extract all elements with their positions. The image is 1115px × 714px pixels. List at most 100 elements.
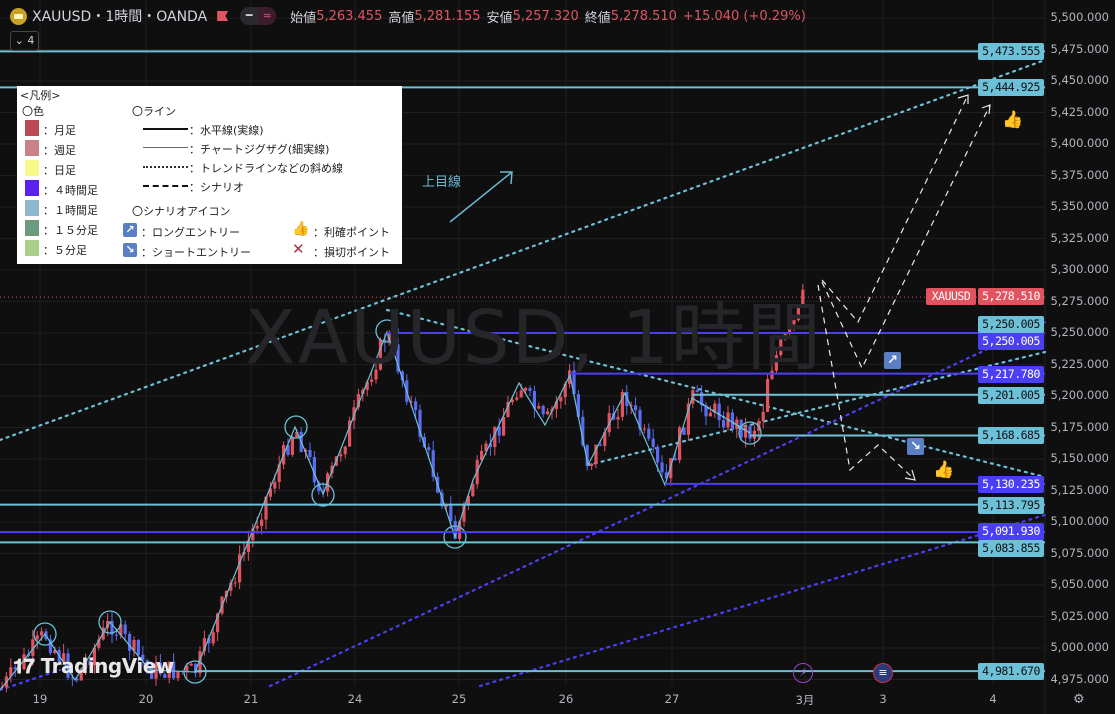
candle-body bbox=[202, 638, 206, 652]
upper-trendline bbox=[0, 58, 1047, 442]
candle-body bbox=[92, 647, 96, 666]
legend-color-swatch bbox=[25, 200, 39, 216]
candle-body bbox=[722, 420, 726, 428]
symbol-price-label: XAUUSD bbox=[926, 288, 976, 306]
candle-body bbox=[273, 482, 277, 489]
level-price-tag: 5,217.780 bbox=[978, 366, 1044, 383]
candle-body bbox=[788, 324, 792, 334]
candle-body bbox=[524, 388, 528, 391]
tradingview-logo-icon: 𝟏𝟕 bbox=[13, 654, 41, 678]
candle-body bbox=[590, 463, 594, 467]
candle-body bbox=[141, 654, 145, 661]
up-arrow-head-icon bbox=[500, 171, 513, 185]
price-axis-label: 5,475.000 bbox=[1050, 41, 1109, 56]
price-axis-label: 5,425.000 bbox=[1050, 104, 1109, 119]
candle-body bbox=[700, 392, 704, 406]
candle-body bbox=[189, 663, 193, 666]
candle-body bbox=[647, 428, 651, 439]
thumbs-up-icon[interactable]: 👍 bbox=[1002, 110, 1024, 130]
minus-icon[interactable]: ━ bbox=[245, 9, 253, 22]
time-axis-label: 21 bbox=[243, 692, 259, 706]
candle-body bbox=[581, 416, 585, 446]
candle-body bbox=[735, 419, 739, 429]
candle-body bbox=[563, 383, 567, 398]
candle-body bbox=[62, 653, 66, 662]
candle-body bbox=[396, 344, 400, 372]
us-flag-event-icon[interactable]: ≡ bbox=[873, 663, 893, 683]
legend-color-label: ：４時間足 bbox=[43, 184, 98, 197]
long-entry-icon[interactable]: ↗ bbox=[884, 352, 901, 369]
level-price-tag: 5,091.930 bbox=[978, 523, 1044, 540]
candle-body bbox=[717, 403, 721, 421]
indicators-toggle[interactable]: ⌄ 4 bbox=[10, 31, 39, 51]
candle-body bbox=[497, 426, 501, 436]
candle-body bbox=[519, 390, 523, 398]
candle-body bbox=[123, 624, 127, 634]
candle-body bbox=[163, 673, 167, 678]
gold-symbol-icon bbox=[10, 7, 27, 25]
legend-color-label: ：週足 bbox=[43, 144, 76, 157]
symbol-title[interactable]: XAUUSD・1時間・OANDA bbox=[32, 9, 208, 25]
flag-icon[interactable] bbox=[217, 11, 229, 21]
time-axis-label: 27 bbox=[664, 692, 680, 706]
candle-body bbox=[136, 639, 140, 655]
candle-body bbox=[207, 638, 211, 644]
scenario-path bbox=[821, 104, 991, 370]
settings-gear-icon[interactable]: ⚙ bbox=[1073, 692, 1085, 707]
candle-body bbox=[400, 371, 404, 381]
zigzag-line bbox=[0, 330, 751, 691]
candle-body bbox=[9, 667, 13, 677]
candle-body bbox=[35, 635, 39, 640]
candle-body bbox=[251, 528, 255, 541]
candle-body bbox=[22, 654, 26, 670]
level-price-tag: 5,113.795 bbox=[978, 497, 1044, 514]
candle-body bbox=[770, 370, 774, 379]
price-axis-label: 5,125.000 bbox=[1050, 482, 1109, 497]
price-axis-label: 4,975.000 bbox=[1050, 671, 1109, 686]
candle-body bbox=[233, 582, 237, 584]
tradingview-wordmark: TradingView bbox=[40, 654, 175, 678]
short-entry-icon: ↘ bbox=[123, 243, 137, 257]
tradingview-logo[interactable]: 𝟏𝟕 TradingView bbox=[13, 654, 174, 678]
candle-body bbox=[651, 438, 655, 447]
open-value: 5,263.455 bbox=[316, 8, 383, 24]
time-axis-label: 19 bbox=[32, 692, 48, 706]
candle-body bbox=[427, 447, 431, 451]
indicator-pill[interactable]: ━ ≈ bbox=[240, 7, 277, 25]
candle-body bbox=[796, 304, 800, 321]
candle-body bbox=[185, 665, 189, 672]
price-axis-label: 5,275.000 bbox=[1050, 293, 1109, 308]
candle-body bbox=[528, 388, 532, 392]
legend-color-swatch bbox=[25, 240, 39, 256]
open-label: 始値 bbox=[290, 10, 317, 26]
candle-body bbox=[515, 397, 519, 400]
candle-body bbox=[260, 519, 264, 526]
legend-line-label: ：トレンドラインなどの斜め線 bbox=[189, 162, 343, 175]
candle-body bbox=[576, 394, 580, 417]
lightning-event-icon[interactable]: ⚡ bbox=[793, 663, 813, 683]
x-icon: ✕ bbox=[292, 240, 305, 258]
candle-body bbox=[128, 633, 132, 651]
symbol-watermark: XAUUSD, 1時間 bbox=[245, 295, 823, 381]
thumbs-up-icon[interactable]: 👍 bbox=[933, 460, 955, 480]
candle-body bbox=[110, 620, 114, 635]
candle-body bbox=[53, 650, 57, 653]
candle-body bbox=[229, 582, 233, 591]
time-axis-label: 4 bbox=[989, 692, 997, 706]
candle-body bbox=[691, 390, 695, 404]
lower-purple-trendline bbox=[478, 513, 1047, 688]
candle-body bbox=[471, 484, 475, 497]
legend-color-label: ：月足 bbox=[43, 124, 76, 137]
legend-line-sample bbox=[143, 147, 188, 148]
legend-line-sample bbox=[143, 185, 188, 187]
pivot-circle bbox=[443, 525, 467, 549]
short-entry-icon[interactable]: ↘ bbox=[907, 438, 924, 455]
candle-body bbox=[686, 403, 690, 435]
symbol-header: XAUUSD・1時間・OANDA ━ ≈ 始値 5,263.455 高値 5,281.… bbox=[10, 6, 806, 26]
change-value: +15.040 (+0.29%) bbox=[682, 8, 806, 24]
candle-body bbox=[13, 667, 17, 670]
legend-short-entry: ：ショートエントリー bbox=[141, 246, 251, 259]
candle-body bbox=[572, 370, 576, 395]
wave-icon[interactable]: ≈ bbox=[258, 7, 277, 25]
candle-body bbox=[744, 426, 748, 438]
